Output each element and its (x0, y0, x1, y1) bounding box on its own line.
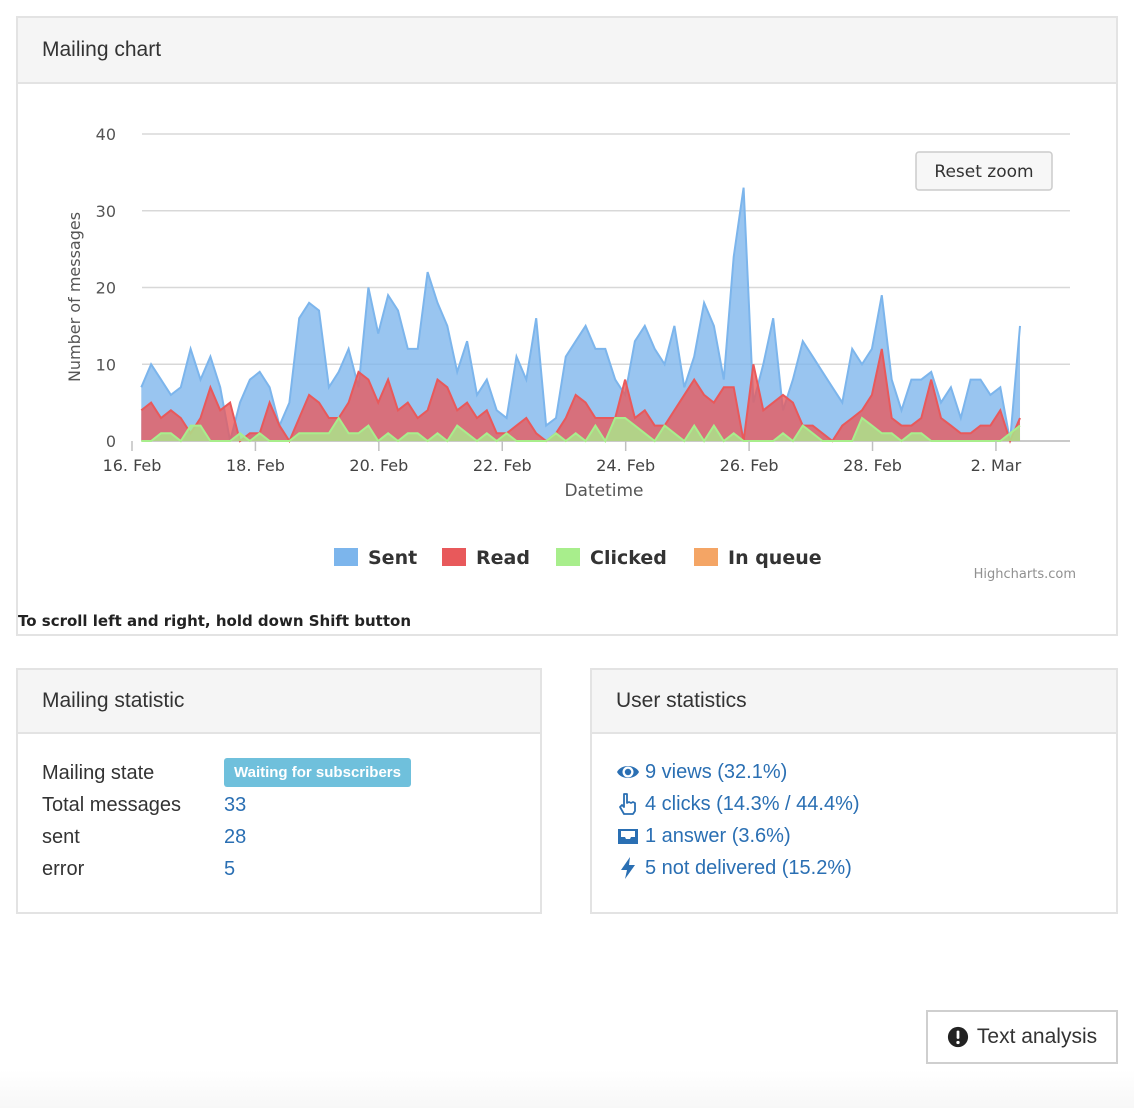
sent-label: sent (42, 826, 80, 848)
x-tick-label: 18. Feb (226, 456, 285, 475)
not-delivered-text: 5 not delivered (15.2%) (645, 856, 852, 879)
chart-y-ticks: 0 10 20 30 40 (96, 125, 116, 451)
x-tick-label: 2. Mar (971, 456, 1022, 475)
y-tick-label: 0 (106, 432, 116, 451)
eye-icon (617, 766, 639, 778)
y-tick-label: 30 (96, 202, 116, 221)
mailing-chart-panel: Mailing chart 0 10 20 30 40 16. Feb 18. Feb 20… (16, 16, 1118, 636)
series-area-clicked (141, 418, 1021, 441)
answers-text: 1 answer (3.6%) (645, 824, 791, 847)
legend-item-sent[interactable]: Sent (334, 547, 417, 569)
y-tick-label: 10 (96, 355, 116, 374)
legend-item-in-queue[interactable]: In queue (694, 547, 822, 569)
y-tick-label: 20 (96, 279, 116, 298)
legend-label: Read (476, 547, 530, 569)
chart-y-axis-label: Number of messages (65, 212, 84, 382)
series-line-clicked (141, 416, 1021, 444)
text-analysis-button[interactable]: Text analysis (926, 1010, 1118, 1064)
legend-item-clicked[interactable]: Clicked (556, 547, 667, 569)
answers-link[interactable]: 1 answer (3.6%) (616, 824, 791, 848)
reset-zoom-label: Reset zoom (934, 162, 1033, 182)
error-value[interactable]: 5 (224, 858, 236, 880)
bolt-icon (621, 857, 635, 879)
reset-zoom-button[interactable]: Reset zoom (915, 151, 1053, 191)
total-messages-value[interactable]: 33 (224, 794, 247, 816)
chart-series-areas (140, 187, 1021, 444)
not-delivered-link[interactable]: 5 not delivered (15.2%) (616, 856, 852, 880)
scroll-hint: To scroll left and right, hold down Shif… (18, 612, 412, 630)
mailing-chart-title: Mailing chart (18, 18, 1116, 84)
series-line-sent (140, 187, 1021, 442)
x-tick-label: 16. Feb (103, 456, 162, 475)
views-text: 9 views (32.1%) (645, 760, 788, 783)
legend-swatch (556, 548, 580, 566)
x-tick-label: 24. Feb (596, 456, 655, 475)
hand-pointer-icon (619, 793, 636, 815)
mailing-statistic-title: Mailing statistic (18, 670, 540, 734)
x-tick-label: 22. Feb (473, 456, 532, 475)
chart-x-axis-label: Datetime (564, 481, 643, 501)
x-tick-label: 26. Feb (720, 456, 779, 475)
chart-legend: Sent Read Clicked In queue (334, 547, 822, 569)
legend-label: In queue (728, 547, 822, 569)
bottom-fade (0, 1070, 1134, 1108)
user-statistics-title: User statistics (592, 670, 1116, 734)
inbox-icon (618, 829, 638, 844)
legend-label: Clicked (590, 547, 667, 569)
y-tick-label: 40 (96, 125, 116, 144)
total-messages-label: Total messages (42, 794, 181, 816)
error-label: error (42, 858, 85, 880)
legend-swatch (334, 548, 358, 566)
clicks-text: 4 clicks (14.3% / 44.4%) (645, 792, 860, 815)
x-tick-label: 20. Feb (349, 456, 408, 475)
legend-item-read[interactable]: Read (442, 547, 530, 569)
exclamation-circle-icon (947, 1026, 968, 1048)
mailing-chart[interactable]: 0 10 20 30 40 16. Feb 18. Feb 20. Feb 22. Feb 24… (18, 84, 1116, 604)
mailing-statistic-panel: Mailing statistic Mailing state Waiting … (16, 668, 542, 914)
chart-x-ticks: 16. Feb 18. Feb 20. Feb 22. Feb 24. Feb 26. F… (103, 441, 1022, 475)
legend-swatch (442, 548, 466, 566)
views-link[interactable]: 9 views (32.1%) (616, 760, 787, 784)
clicks-link[interactable]: 4 clicks (14.3% / 44.4%) (616, 792, 860, 816)
legend-label: Sent (368, 547, 417, 569)
text-analysis-label: Text analysis (976, 1025, 1098, 1048)
user-statistics-panel: User statistics 9 views (32.1%) 4 clicks… (590, 668, 1118, 914)
series-line-read (140, 348, 1021, 444)
mailing-state-label: Mailing state (42, 762, 155, 784)
series-area-read (141, 348, 1021, 441)
legend-swatch (694, 548, 718, 566)
chart-credits[interactable]: Highcharts.com (974, 567, 1076, 582)
mailing-state-badge: Waiting for subscribers (224, 758, 411, 787)
x-tick-label: 28. Feb (843, 456, 902, 475)
sent-value[interactable]: 28 (224, 826, 247, 848)
